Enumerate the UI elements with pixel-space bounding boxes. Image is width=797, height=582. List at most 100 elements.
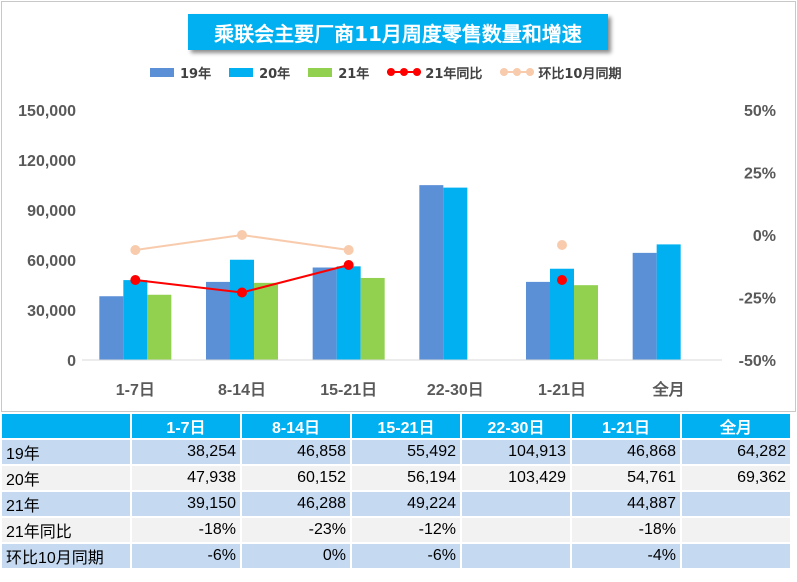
point-21年同比 bbox=[557, 275, 567, 285]
bar-20年 bbox=[123, 280, 148, 360]
category-label: 8-14日 bbox=[218, 381, 266, 399]
category-label: 全月 bbox=[652, 380, 685, 399]
chart-title: 乘联会主要厂商11月周度零售数量和增速 bbox=[188, 14, 608, 50]
legend-label-mom: 环比10月同期 bbox=[538, 66, 622, 82]
right-axis-tick-label: 25% bbox=[744, 166, 776, 183]
legend-label-21: 21年 bbox=[338, 66, 370, 82]
right-axis-tick-label: -25% bbox=[739, 291, 776, 308]
line-segment-环比10月同期 bbox=[135, 234, 243, 251]
table-cell: 44,887 bbox=[572, 492, 680, 516]
bar-19年 bbox=[526, 281, 550, 360]
bar-20年 bbox=[230, 259, 254, 360]
table-cell: 49,224 bbox=[352, 492, 460, 516]
right-axis-tick-label: 0% bbox=[753, 228, 776, 245]
table-cell bbox=[682, 492, 790, 516]
bar-21年 bbox=[574, 285, 598, 360]
row-label: 21年同比 bbox=[2, 518, 130, 542]
table-cell: 55,492 bbox=[352, 440, 460, 464]
table-cell: -4% bbox=[572, 544, 680, 568]
table-cell bbox=[682, 544, 790, 568]
table-cell: -18% bbox=[572, 518, 680, 542]
table-cell: 60,152 bbox=[242, 466, 350, 490]
table-header-cell: 1-21日 bbox=[572, 414, 680, 438]
bar-21年 bbox=[147, 294, 172, 360]
right-axis-tick-label: -50% bbox=[739, 353, 776, 370]
row-label: 21年 bbox=[2, 492, 130, 516]
category-label: 15-21日 bbox=[320, 381, 377, 399]
table-cell: 0% bbox=[242, 544, 350, 568]
category-label: 1-7日 bbox=[116, 381, 155, 399]
legend-marker-mom bbox=[500, 66, 535, 78]
point-环比10月同期 bbox=[130, 245, 141, 255]
table-cell: 38,254 bbox=[132, 440, 240, 464]
line-segment-21年同比 bbox=[241, 264, 349, 294]
chart-legend: 19年 20年 21年 21年同比 环比10月同期 bbox=[150, 62, 639, 82]
table-cell: 47,938 bbox=[132, 466, 240, 490]
left-axis-tick-label: 90,000 bbox=[27, 203, 76, 220]
table-header-row: 1-7日 8-14日 15-21日 22-30日 1-21日 全月 bbox=[2, 414, 790, 438]
table-header-cell: 1-7日 bbox=[132, 414, 240, 438]
table-cell: 54,761 bbox=[572, 466, 680, 490]
table-cell: 103,429 bbox=[462, 466, 570, 490]
table-cell: 46,858 bbox=[242, 440, 350, 464]
legend-item-21: 21年 bbox=[308, 63, 369, 82]
bar-19年 bbox=[99, 296, 124, 360]
legend-swatch-20 bbox=[229, 67, 254, 77]
row-label: 20年 bbox=[2, 466, 130, 490]
table-row: 21年同比 -18% -23% -12% -18% bbox=[2, 518, 790, 542]
table-header-cell: 8-14日 bbox=[242, 414, 350, 438]
left-axis-tick-label: 0 bbox=[67, 353, 76, 370]
plot-area: 0 30,000 60,000 90,000 120,000 150,000 -50% -25… bbox=[18, 103, 776, 399]
left-axis-tick-label: 30,000 bbox=[27, 303, 76, 320]
category-label: 22-30日 bbox=[427, 381, 484, 399]
legend-swatch-21 bbox=[308, 67, 333, 77]
line-segment-环比10月同期 bbox=[241, 234, 349, 251]
bar-21年 bbox=[360, 277, 385, 360]
table-cell: 46,868 bbox=[572, 440, 680, 464]
left-axis-tick-label: 60,000 bbox=[27, 253, 76, 270]
legend-item-yoy: 21年同比 bbox=[387, 63, 482, 82]
table-cell: -18% bbox=[132, 518, 240, 542]
point-21年同比 bbox=[343, 260, 354, 270]
bar-21年 bbox=[254, 282, 278, 360]
point-环比10月同期 bbox=[237, 230, 247, 240]
legend-marker-yoy bbox=[387, 66, 422, 78]
table-cell: -12% bbox=[352, 518, 460, 542]
point-21年同比 bbox=[130, 275, 141, 285]
table-cell: 104,913 bbox=[462, 440, 570, 464]
row-label: 19年 bbox=[2, 440, 130, 464]
table-cell bbox=[462, 492, 570, 516]
bar-19年 bbox=[206, 281, 230, 360]
table-cell: -23% bbox=[242, 518, 350, 542]
bar-19年 bbox=[312, 267, 337, 360]
bar-20年 bbox=[656, 244, 681, 360]
table-cell: -6% bbox=[132, 544, 240, 568]
table-cell: 39,150 bbox=[132, 492, 240, 516]
table-header-cell: 15-21日 bbox=[352, 414, 460, 438]
bar-19年 bbox=[632, 252, 657, 360]
legend-item-19: 19年 bbox=[150, 63, 211, 82]
legend-swatch-19 bbox=[150, 67, 174, 77]
table-header-corner bbox=[2, 414, 130, 438]
legend-item-mom: 环比10月同期 bbox=[500, 63, 621, 82]
data-table: 1-7日 8-14日 15-21日 22-30日 1-21日 全月 19年 38… bbox=[0, 412, 792, 570]
legend-label-19: 19年 bbox=[180, 66, 212, 82]
bar-20年 bbox=[336, 266, 361, 360]
table-cell: 69,362 bbox=[682, 466, 790, 490]
table-cell bbox=[462, 518, 570, 542]
table-cell: 64,282 bbox=[682, 440, 790, 464]
legend-item-20: 20年 bbox=[229, 63, 290, 82]
point-21年同比 bbox=[237, 287, 247, 298]
row-label: 环比10月同期 bbox=[2, 544, 130, 568]
table-cell bbox=[682, 518, 790, 542]
table-cell: -6% bbox=[352, 544, 460, 568]
left-axis-tick-label: 120,000 bbox=[18, 153, 76, 170]
table-header-cell: 全月 bbox=[682, 414, 790, 438]
table-row: 19年 38,254 46,858 55,492 104,913 46,868 … bbox=[2, 440, 790, 464]
legend-label-20: 20年 bbox=[259, 66, 291, 82]
table-cell bbox=[462, 544, 570, 568]
table-cell: 56,194 bbox=[352, 466, 460, 490]
table-header-cell: 22-30日 bbox=[462, 414, 570, 438]
table-row: 21年 39,150 46,288 49,224 44,887 bbox=[2, 492, 790, 516]
point-环比10月同期 bbox=[343, 245, 354, 255]
